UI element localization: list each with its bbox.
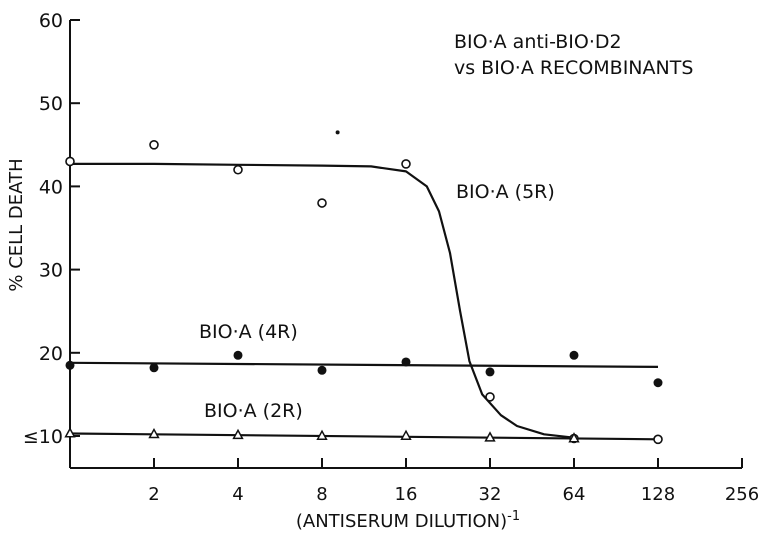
x-axis-label-text: (ANTISERUM DILUTION) <box>296 511 507 532</box>
chart-labels: BIO·A anti-BIO·D2 vs BIO·A RECOMBINANTS … <box>6 31 693 532</box>
chart-subtitle: vs BIO·A RECOMBINANTS <box>454 57 693 79</box>
series-label-4r: BIO·A (4R) <box>199 321 298 343</box>
data-points <box>64 130 663 445</box>
open-triangle-point <box>568 432 580 443</box>
series-label-5r: BIO·A (5R) <box>456 181 555 203</box>
open-triangle-point <box>64 427 76 438</box>
open-triangle-point <box>484 431 496 442</box>
series-label-2r: BIO·A (2R) <box>204 400 303 422</box>
x-tick-label: 64 <box>563 484 586 505</box>
open-triangle-point <box>316 429 328 440</box>
x-tick-label: 256 <box>725 484 759 505</box>
filled-circle-point <box>233 350 243 360</box>
open-triangle-point <box>148 427 160 439</box>
filled-circle-point <box>317 365 327 375</box>
x-axis-label: (ANTISERUM DILUTION)-1 <box>296 509 520 532</box>
open-circle-point <box>65 156 75 167</box>
curve-4r <box>69 361 659 368</box>
open-circle-point <box>485 392 495 402</box>
filled-circle-point <box>485 367 495 377</box>
open-triangle-point <box>232 428 244 440</box>
open-circle-point <box>149 140 159 150</box>
x-tick-label: 4 <box>232 484 243 505</box>
axes: ≤10 20 30 40 50 60 2 4 8 16 32 64 128 256 <box>23 10 759 505</box>
open-circle-point <box>401 159 411 169</box>
open-circle-point <box>317 198 327 208</box>
x-axis-label-exponent: -1 <box>507 509 520 524</box>
x-tick-label: 16 <box>395 484 418 505</box>
open-triangle-point <box>400 429 412 440</box>
y-tick-label: 20 <box>39 343 63 365</box>
open-circle-point <box>653 434 663 445</box>
y-axis-label: % CELL DEATH <box>6 158 27 291</box>
y-tick-label: ≤10 <box>23 426 63 448</box>
x-tick-label: 128 <box>641 484 675 505</box>
open-circle-point <box>233 164 243 175</box>
filled-circle-point <box>653 378 663 388</box>
chart-title: BIO·A anti-BIO·D2 <box>454 31 622 53</box>
filled-circle-point <box>569 350 579 360</box>
filled-circle-point <box>65 360 75 370</box>
x-tick-label: 8 <box>316 484 327 505</box>
x-tick-label: 32 <box>479 484 502 505</box>
x-tick-label: 2 <box>148 484 159 505</box>
curve-2r <box>69 432 659 441</box>
stray-dot <box>335 130 340 135</box>
curve-5r <box>70 162 575 439</box>
y-tick-label: 40 <box>39 176 63 198</box>
filled-circle-point <box>149 363 159 373</box>
y-tick-label: 60 <box>39 10 63 32</box>
fit-curves <box>69 162 659 441</box>
y-tick-label: 50 <box>39 93 63 115</box>
y-tick-label: 30 <box>39 260 63 282</box>
filled-circle-point <box>401 357 411 367</box>
